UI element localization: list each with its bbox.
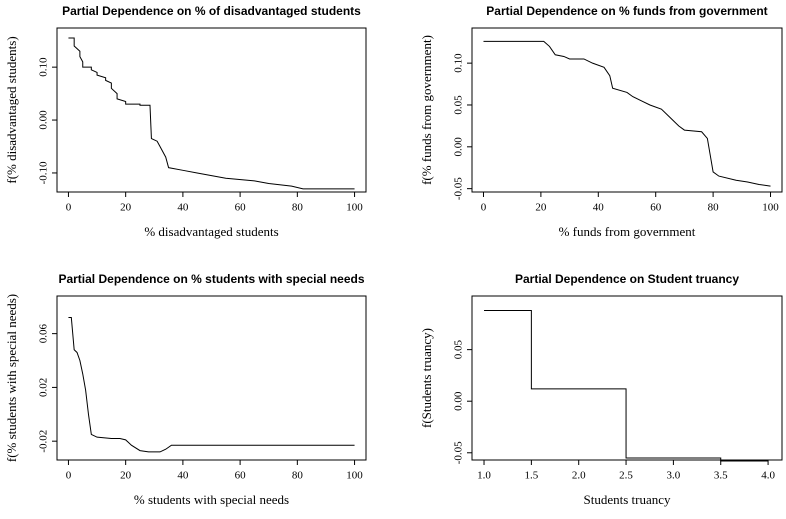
x-tick-label: 40 [177,202,189,214]
y-tick-label: -0.10 [38,161,50,184]
line [68,37,355,190]
x-tick-label: 80 [292,470,304,482]
chart-title: Partial Dependence on % of disadvantaged… [62,4,361,18]
y-tick-label: 0.06 [38,324,50,344]
y-axis-label: f(% students with special needs) [4,294,19,462]
line [68,317,355,453]
y-tick-label: 0.10 [38,57,50,77]
y-tick-label: -0.02 [38,430,50,453]
x-tick-label: 1.5 [524,470,538,482]
x-axis-label: % students with special needs [134,492,289,507]
y-tick-label: 0.00 [453,391,465,411]
y-axis-label: f(Students truancy) [419,328,434,428]
y-tick-label: -0.05 [453,177,465,200]
x-tick-label: 4.0 [761,470,775,482]
x-tick-label: 100 [762,202,779,214]
x-axis-label: % disadvantaged students [144,224,278,239]
y-axis-label: f(% funds from government) [419,35,434,185]
x-tick-label: 0 [66,470,72,482]
y-axis-label: f(% disadvantaged students) [4,36,19,183]
x-tick-label: 80 [708,202,720,214]
x-axis-label: % funds from government [559,224,696,239]
y-tick-label: 0.02 [38,378,50,397]
x-tick-label: 20 [120,202,132,214]
x-tick-label: 0 [66,202,72,214]
plot-frame [56,27,367,193]
x-tick-label: 80 [292,202,304,214]
x-tick-label: 3.0 [667,470,681,482]
plot-frame [471,295,783,461]
y-tick-label: 0.05 [453,340,465,360]
y-tick-label: 0.05 [453,95,465,115]
line [483,40,771,187]
plot-frame [56,295,367,461]
y-tick-label: 0.00 [453,137,465,157]
y-tick-label: -0.05 [453,441,465,464]
x-tick-label: 20 [535,202,547,214]
y-tick-label: 0.10 [453,53,465,73]
x-tick-label: 60 [235,470,247,482]
chart-title: Partial Dependence on Student truancy [515,272,739,286]
line [484,309,769,462]
x-tick-label: 1.0 [477,470,491,482]
x-tick-label: 100 [346,202,363,214]
x-tick-label: 60 [235,202,247,214]
y-tick-label: 0.00 [38,110,50,130]
x-tick-label: 2.0 [572,470,586,482]
x-tick-label: 60 [650,202,662,214]
x-tick-label: 40 [593,202,605,214]
x-tick-label: 2.5 [619,470,633,482]
x-axis-label: Students truancy [583,492,671,507]
chart-title: Partial Dependence on % funds from gover… [486,4,767,18]
x-tick-label: 3.5 [714,470,728,482]
plot-frame [471,27,783,193]
x-tick-label: 0 [481,202,487,214]
x-tick-label: 20 [120,470,132,482]
x-tick-label: 100 [346,470,363,482]
x-tick-label: 40 [177,470,189,482]
chart-title: Partial Dependence on % students with sp… [58,272,364,286]
